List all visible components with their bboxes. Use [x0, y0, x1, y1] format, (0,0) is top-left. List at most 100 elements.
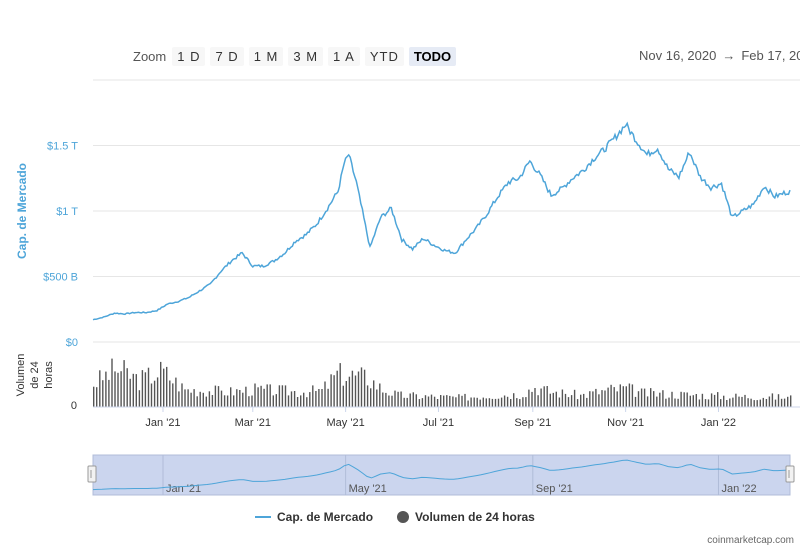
- x-tick-label: Jan '21: [145, 417, 180, 429]
- volume-bar: [303, 392, 305, 407]
- volume-bar: [300, 395, 302, 407]
- volume-bar: [351, 370, 354, 407]
- volume-bar: [105, 371, 107, 407]
- navigator-selection[interactable]: [92, 454, 791, 496]
- volume-bar: [382, 392, 384, 407]
- volume-bar: [129, 378, 131, 407]
- volume-bar: [242, 392, 244, 407]
- volume-axis-label-line-2: de 24: [29, 361, 41, 389]
- volume-bar: [461, 395, 463, 407]
- volume-bar: [616, 391, 618, 407]
- volume-bar: [528, 389, 530, 407]
- volume-bar: [223, 395, 226, 407]
- volume-bar: [531, 391, 533, 407]
- navigator-left-handle[interactable]: [87, 465, 97, 483]
- volume-bar: [266, 384, 268, 407]
- credit-link[interactable]: coinmarketcap.com: [707, 535, 794, 546]
- volume-bar: [397, 391, 399, 407]
- volume-bar: [430, 394, 433, 407]
- volume-bar: [750, 398, 752, 407]
- zoom-1m-button[interactable]: 1 M: [248, 46, 284, 66]
- zoom-label: Zoom: [133, 48, 167, 64]
- volume-bar: [744, 394, 746, 407]
- volume-bar: [333, 375, 335, 407]
- volume-bar: [388, 395, 390, 407]
- volume-bar: [153, 380, 156, 407]
- zoom-1a-button[interactable]: 1 A: [328, 46, 360, 66]
- volume-bar: [540, 388, 542, 407]
- volume-bar: [254, 383, 256, 407]
- legend-volume[interactable]: Volumen de 24 horas: [397, 510, 535, 524]
- volume-bar: [324, 381, 326, 407]
- volume-bar: [433, 396, 436, 407]
- navigator[interactable]: Jan '21 May '21 Sep '21 Jan '22: [87, 454, 795, 496]
- volume-bar: [144, 372, 147, 407]
- volume-bar: [640, 388, 643, 407]
- y-axis-label: Cap. de Mercado: [15, 163, 29, 259]
- date-range-start[interactable]: Nov 16, 2020: [639, 48, 717, 63]
- navigator-right-handle[interactable]: [785, 465, 795, 483]
- volume-bar: [446, 395, 448, 407]
- volume-bar: [178, 391, 180, 407]
- volume-bar: [421, 398, 424, 407]
- volume-bar: [336, 370, 338, 407]
- volume-bar: [214, 385, 217, 407]
- volume-axis-label-line-1: Volumen: [15, 354, 27, 397]
- volume-bar: [312, 385, 314, 407]
- legend-volume-label: Volumen de 24 horas: [415, 510, 535, 524]
- x-tick-label: Sep '21: [514, 417, 551, 429]
- zoom-1d-button[interactable]: 1 D: [172, 46, 206, 66]
- volume-bar: [513, 393, 515, 407]
- volume-bar: [713, 394, 716, 407]
- volume-bar: [665, 398, 667, 407]
- x-tick-labels: Jan '21 Mar '21 May '21 Jul '21 Sep '21 Nov '…: [145, 407, 736, 429]
- volume-bar: [537, 395, 539, 407]
- volume-bar: [476, 397, 478, 407]
- volume-bar: [205, 396, 207, 407]
- volume-bar: [653, 391, 655, 407]
- volume-bar: [473, 397, 475, 407]
- volume-bar: [150, 383, 153, 407]
- volume-bar: [631, 384, 634, 407]
- volume-bar: [656, 396, 658, 407]
- legend-market-cap[interactable]: Cap. de Mercado: [255, 510, 373, 524]
- volume-bar: [309, 392, 311, 407]
- volume-bar: [729, 398, 731, 407]
- volume-bar: [181, 383, 183, 407]
- volume-bar: [668, 397, 670, 407]
- volume-bar: [707, 399, 710, 407]
- y-tick-label: $500 B: [43, 272, 78, 284]
- volume-bar: [677, 398, 679, 407]
- volume-bar: [646, 396, 649, 407]
- volume-bar: [296, 397, 299, 407]
- volume-bar: [239, 390, 241, 407]
- volume-bar: [622, 386, 624, 407]
- volume-bar: [525, 397, 527, 407]
- volume-bar: [257, 387, 259, 407]
- volume-bar: [360, 367, 363, 407]
- volume-bar: [771, 393, 774, 407]
- volume-bar: [671, 391, 673, 407]
- zoom-todo-button[interactable]: TODO: [408, 46, 457, 66]
- volume-bar: [634, 396, 637, 407]
- volume-bar: [783, 398, 786, 407]
- volume-bar: [245, 386, 247, 407]
- volume-bar: [564, 393, 567, 407]
- zoom-bar: Zoom 1 D 7 D 1 M 3 M 1 A YTD TODO: [133, 46, 461, 66]
- volume-bar: [723, 395, 725, 407]
- date-range-end[interactable]: Feb 17, 2022: [741, 48, 800, 63]
- y-tick-labels: $0 $500 B $1 T $1.5 T: [43, 141, 78, 350]
- zoom-7d-button[interactable]: 7 D: [210, 46, 244, 66]
- zoom-3m-button[interactable]: 3 M: [288, 46, 324, 66]
- legend-line-icon: [255, 516, 271, 518]
- volume-bar: [500, 397, 503, 407]
- y-tick-label: $1 T: [56, 206, 78, 218]
- volume-bar: [272, 395, 274, 407]
- volume-bar: [516, 398, 518, 407]
- market-cap-line[interactable]: [92, 121, 791, 321]
- volume-bar: [637, 391, 640, 407]
- volume-bar: [695, 394, 697, 407]
- zoom-ytd-button[interactable]: YTD: [364, 46, 404, 66]
- volume-bar: [260, 385, 262, 407]
- volume-bar: [467, 400, 469, 407]
